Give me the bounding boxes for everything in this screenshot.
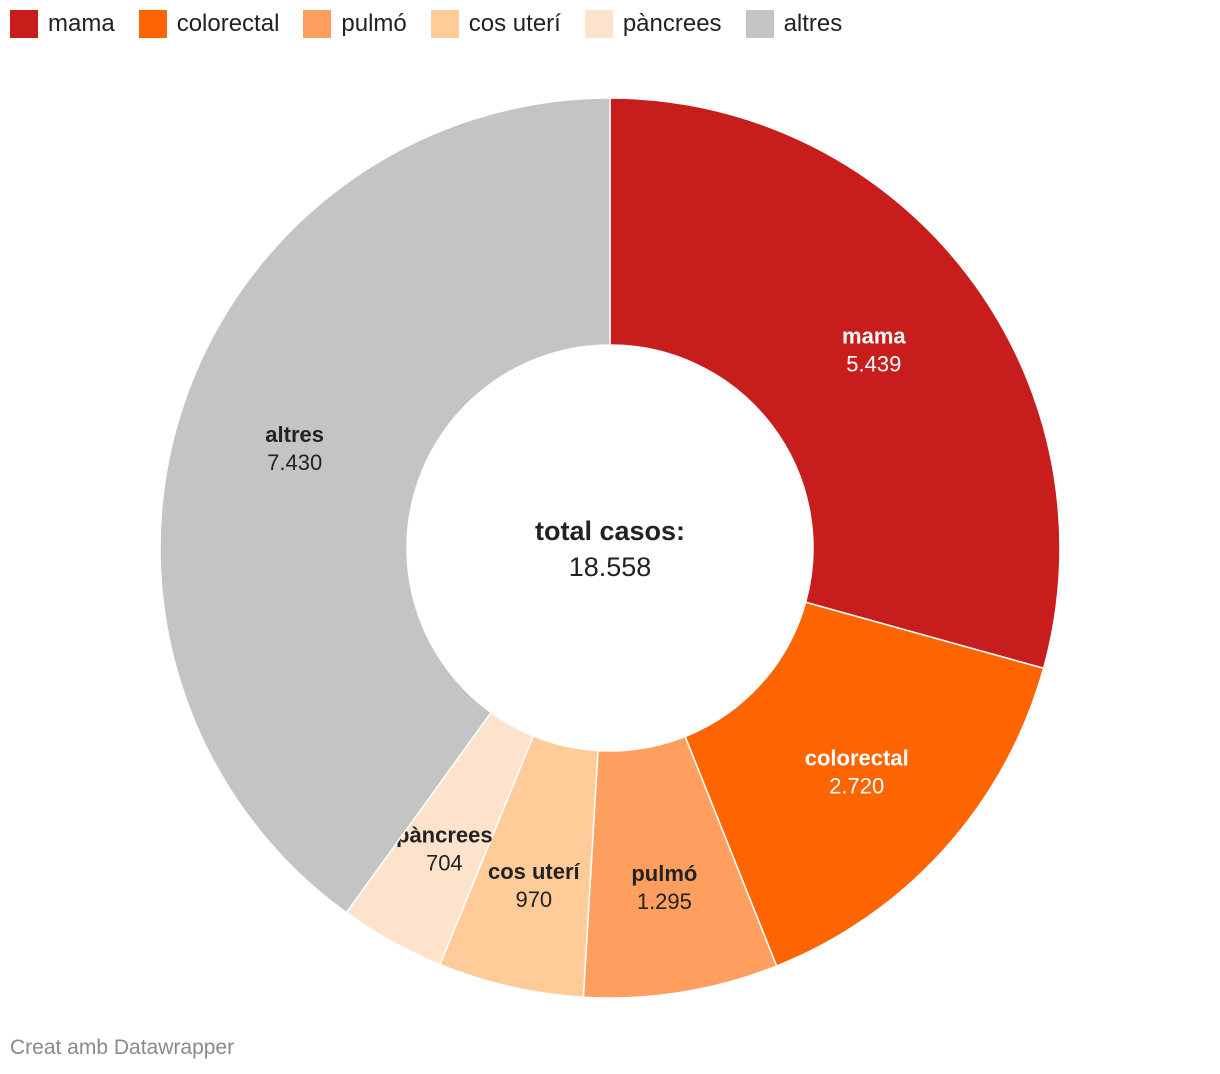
legend-label: cos uterí	[468, 10, 561, 37]
credit-footer: Creat amb Datawrapper	[10, 1036, 235, 1059]
legend-label: altres	[783, 10, 843, 37]
slice-altres	[159, 97, 611, 914]
slice-label-mama: mama	[842, 323, 906, 348]
legend-item-pulmo: pulmó	[303, 10, 407, 38]
slice-value-pulmo: 1.295	[637, 889, 692, 914]
legend-swatch	[138, 10, 167, 38]
chart-legend: mama colorectal pulmó cos uterí pàncrees altr…	[10, 8, 866, 40]
slice-label-colorectal: colorectal	[805, 745, 909, 770]
slice-value-pancrees: 704	[426, 850, 463, 875]
legend-item-colorectal: colorectal	[138, 10, 280, 38]
legend-label: mama	[48, 10, 115, 37]
legend-swatch	[584, 10, 613, 38]
slice-label-pancrees: pàncrees	[396, 822, 493, 847]
legend-item-pancrees: pàncrees	[584, 10, 722, 38]
legend-label: pàncrees	[622, 10, 722, 37]
slice-value-altres: 7.430	[267, 450, 322, 475]
slice-colorectal	[684, 601, 1045, 968]
slice-label-cos-uteri: cos uterí	[488, 859, 581, 884]
center-label: total casos:	[535, 516, 685, 546]
legend-item-mama: mama	[10, 10, 115, 38]
slice-label-altres: altres	[265, 422, 324, 447]
center-total-value: 18.558	[569, 552, 652, 582]
legend-item-cos-uteri: cos uterí	[430, 10, 561, 38]
slice-label-pulmo: pulmó	[631, 861, 697, 886]
slice-value-mama: 5.439	[846, 351, 901, 376]
legend-label: pulmó	[341, 10, 407, 37]
legend-swatch	[10, 10, 38, 38]
legend-label: colorectal	[176, 10, 280, 37]
legend-swatch	[745, 10, 774, 38]
slice-mama	[609, 97, 1061, 670]
legend-item-altres: altres	[745, 10, 843, 38]
legend-swatch	[430, 10, 459, 38]
slice-value-cos-uteri: 970	[515, 887, 552, 912]
slice-value-colorectal: 2.720	[829, 773, 884, 798]
legend-swatch	[303, 10, 332, 38]
